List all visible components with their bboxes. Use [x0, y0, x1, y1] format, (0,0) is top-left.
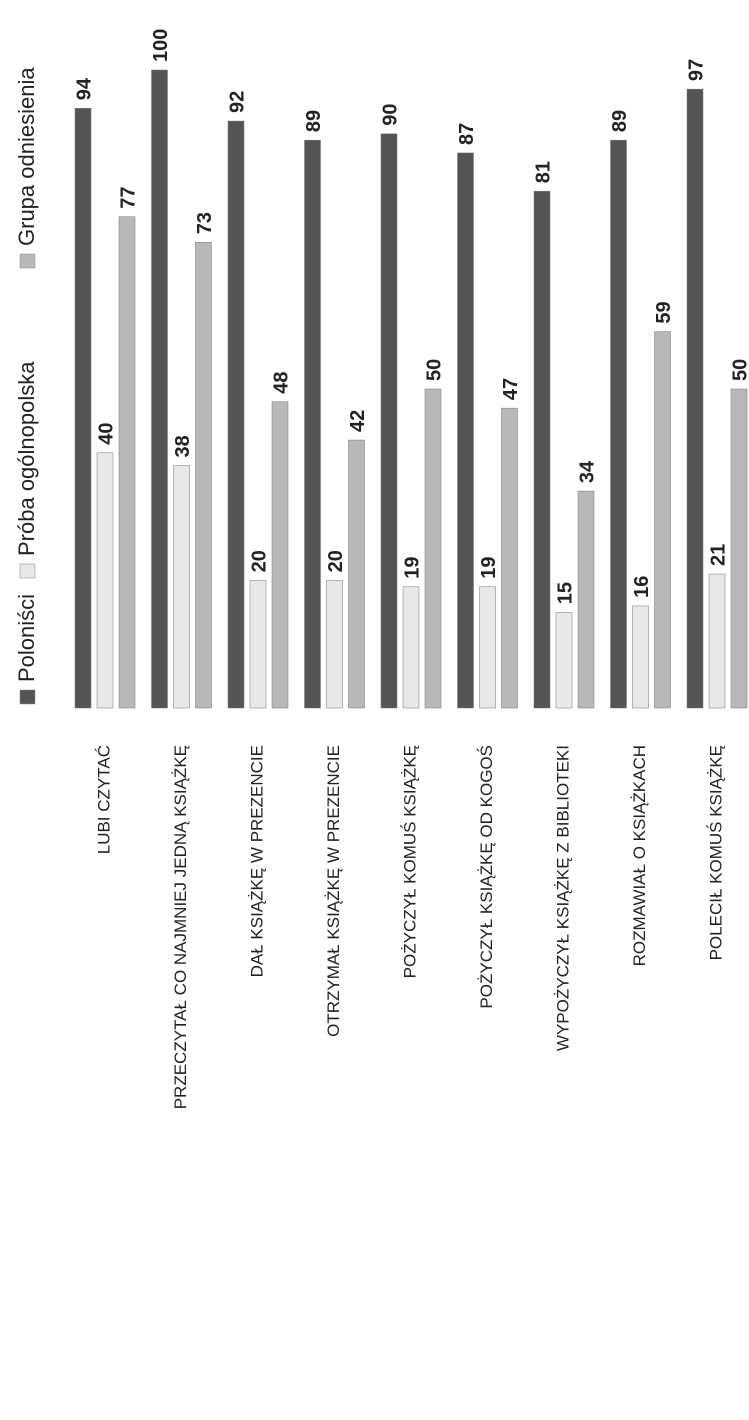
value-label: 97 — [685, 59, 707, 81]
value-label: 87 — [456, 123, 478, 145]
category-label: POŻYCZYŁ KOMUŚ KSIĄŻKĘ — [400, 745, 419, 978]
category-label: POŻYCZYŁ KSIĄŻKĘ OD KOGOŚ — [477, 745, 496, 1009]
value-label: 20 — [325, 550, 347, 572]
legend-swatch — [19, 563, 36, 579]
value-label: 19 — [401, 557, 423, 579]
bar — [479, 586, 496, 709]
value-label: 90 — [379, 104, 401, 126]
category-label: PRZECZYTAŁ CO NAJMNIEJ JEDNĄ KSIĄŻKĘ — [171, 745, 190, 1109]
category-label: DAŁ KSIĄŻKĘ W PREZENCIE — [247, 745, 266, 977]
category-label: OTRZYMAŁ KSIĄŻKĘ W PREZENCIE — [324, 745, 343, 1037]
bar — [304, 139, 321, 709]
bar — [730, 388, 748, 709]
legend-swatch — [19, 253, 36, 269]
bar — [708, 573, 726, 709]
bar — [686, 88, 704, 709]
value-label: 15 — [554, 582, 576, 604]
bar — [195, 242, 212, 709]
value-label: 89 — [303, 110, 325, 132]
value-label: 48 — [270, 372, 292, 394]
bar — [555, 612, 573, 709]
bar — [380, 133, 398, 709]
bar — [74, 108, 92, 709]
value-label: 42 — [347, 410, 369, 432]
bar — [151, 69, 168, 709]
value-label: 50 — [729, 359, 749, 381]
legend-label: Próba ogólnopolska — [14, 361, 39, 556]
bar — [501, 407, 518, 709]
value-label: 38 — [172, 435, 194, 457]
category-label: ROZMAWIAŁ O KSIĄŻKACH — [630, 745, 649, 966]
bar — [610, 139, 627, 709]
value-label: 59 — [653, 301, 675, 323]
bar — [227, 120, 245, 709]
value-label: 92 — [226, 91, 248, 113]
value-label: 89 — [609, 110, 631, 132]
bar — [96, 452, 114, 709]
category-label: POLECIŁ KOMUŚ KSIĄŻKĘ — [706, 745, 725, 960]
bar — [577, 490, 595, 709]
bar — [118, 216, 136, 709]
value-label: 94 — [73, 77, 95, 100]
value-label: 16 — [631, 576, 653, 598]
legend-label: Grupa odniesienia — [14, 67, 39, 246]
value-label: 19 — [478, 557, 500, 579]
bar — [654, 331, 671, 709]
bar — [424, 388, 442, 709]
legend-label: Poloniści — [14, 594, 39, 682]
legend-swatch — [19, 689, 36, 705]
value-label: 81 — [532, 161, 554, 183]
value-label: 77 — [117, 186, 139, 208]
value-label: 100 — [150, 29, 172, 62]
bar — [533, 190, 551, 709]
bar — [632, 605, 649, 709]
bar — [457, 152, 474, 709]
bar — [348, 439, 365, 709]
bar — [173, 465, 190, 709]
value-label: 21 — [707, 544, 729, 566]
value-label: 73 — [194, 212, 216, 234]
category-label: LUBI CZYTAĆ — [94, 745, 113, 854]
category-label: WYPOŻYCZYŁ KSIĄŻKĘ Z BIBLIOTEKI — [553, 745, 572, 1051]
bar — [326, 580, 343, 709]
bar — [249, 580, 267, 709]
bar — [402, 586, 420, 709]
value-label: 47 — [500, 378, 522, 400]
value-label: 34 — [576, 460, 598, 483]
value-label: 40 — [95, 423, 117, 445]
value-label: 50 — [423, 359, 445, 381]
value-label: 20 — [248, 550, 270, 572]
bar — [271, 401, 289, 709]
